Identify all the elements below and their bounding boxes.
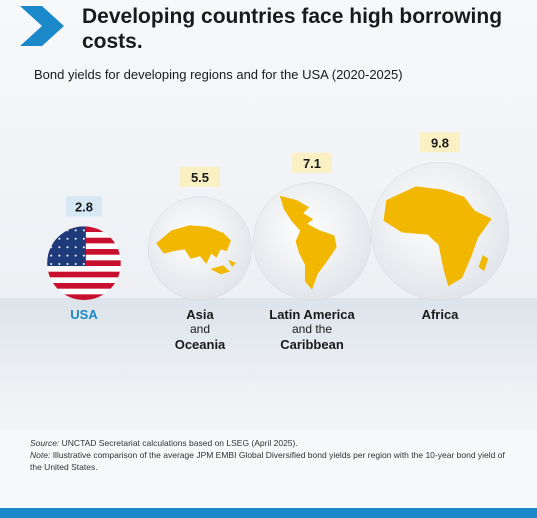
category-label: Latin America and the Caribbean xyxy=(247,307,377,352)
chevron-icon xyxy=(20,6,64,46)
bubble-chart: 2.8 5.5 7.1 9.8 xyxy=(47,132,510,301)
note-label: Note: xyxy=(30,450,51,460)
value-box xyxy=(420,132,460,153)
category-label-line: USA xyxy=(70,307,98,322)
note-text: Illustrative comparison of the average J… xyxy=(30,450,505,472)
category-label: Asia and Oceania xyxy=(135,307,265,352)
background-bottom xyxy=(0,430,537,518)
background-band xyxy=(0,298,537,448)
value-box xyxy=(66,196,102,217)
value-box xyxy=(292,152,332,173)
value-label: 5.5 xyxy=(191,170,209,185)
value-box xyxy=(180,166,220,187)
method-note: Note: Illustrative comparison of the ave… xyxy=(30,449,510,473)
africa-globe-icon xyxy=(370,162,510,301)
category-label-line: and xyxy=(189,322,211,336)
chart-subtitle: Bond yields for developing regions and f… xyxy=(34,67,403,82)
source-text: UNCTAD Secretariat calculations based on… xyxy=(59,438,298,448)
category-label-line: Latin America xyxy=(269,307,355,322)
category-label-line: Africa xyxy=(421,307,459,322)
value-label: 9.8 xyxy=(431,135,449,150)
category-label-line: Caribbean xyxy=(280,337,344,352)
category-label: USA xyxy=(19,307,149,322)
asia-oceania-globe-icon xyxy=(148,196,252,301)
source-note: Source: UNCTAD Secretariat calculations … xyxy=(30,437,510,449)
source-label: Source: xyxy=(30,438,60,448)
category-label-line: Asia xyxy=(186,307,214,322)
value-label: 2.8 xyxy=(75,199,93,214)
chart-title: Developing countries face high borrowing… xyxy=(82,5,503,53)
category-label: Africa xyxy=(375,307,505,322)
category-label-line: and the xyxy=(291,322,333,336)
usa-flag-icon xyxy=(47,226,121,300)
latin-america-globe-icon xyxy=(253,182,371,301)
footnotes: Source: UNCTAD Secretariat calculations … xyxy=(30,437,510,473)
value-label: 7.1 xyxy=(303,156,321,171)
category-label-line: Oceania xyxy=(174,337,226,352)
bottom-accent-bar xyxy=(0,508,537,518)
